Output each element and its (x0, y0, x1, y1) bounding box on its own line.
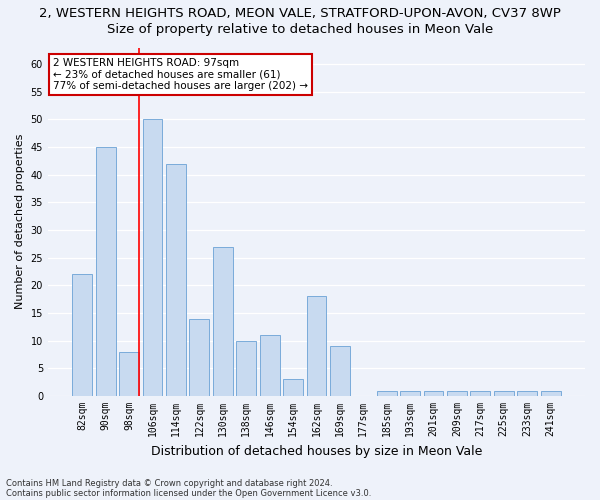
Text: 2, WESTERN HEIGHTS ROAD, MEON VALE, STRATFORD-UPON-AVON, CV37 8WP: 2, WESTERN HEIGHTS ROAD, MEON VALE, STRA… (39, 8, 561, 20)
Bar (424, 390, 443, 396)
Bar (283, 380, 303, 396)
Bar (260, 335, 280, 396)
Text: Size of property relative to detached houses in Meon Vale: Size of property relative to detached ho… (107, 22, 493, 36)
Bar (377, 390, 397, 396)
Bar (96, 147, 116, 396)
Bar (541, 390, 560, 396)
Bar (166, 164, 186, 396)
Text: Contains HM Land Registry data © Crown copyright and database right 2024.: Contains HM Land Registry data © Crown c… (6, 478, 332, 488)
Bar (143, 120, 163, 396)
Bar (190, 318, 209, 396)
Bar (494, 390, 514, 396)
Y-axis label: Number of detached properties: Number of detached properties (15, 134, 25, 310)
Text: 2 WESTERN HEIGHTS ROAD: 97sqm
← 23% of detached houses are smaller (61)
77% of s: 2 WESTERN HEIGHTS ROAD: 97sqm ← 23% of d… (53, 58, 308, 91)
Text: Contains public sector information licensed under the Open Government Licence v3: Contains public sector information licen… (6, 488, 371, 498)
Bar (517, 390, 537, 396)
Bar (119, 352, 139, 396)
Bar (73, 274, 92, 396)
Bar (330, 346, 350, 396)
Bar (400, 390, 420, 396)
Bar (236, 340, 256, 396)
Bar (470, 390, 490, 396)
X-axis label: Distribution of detached houses by size in Meon Vale: Distribution of detached houses by size … (151, 444, 482, 458)
Bar (447, 390, 467, 396)
Bar (213, 246, 233, 396)
Bar (307, 296, 326, 396)
